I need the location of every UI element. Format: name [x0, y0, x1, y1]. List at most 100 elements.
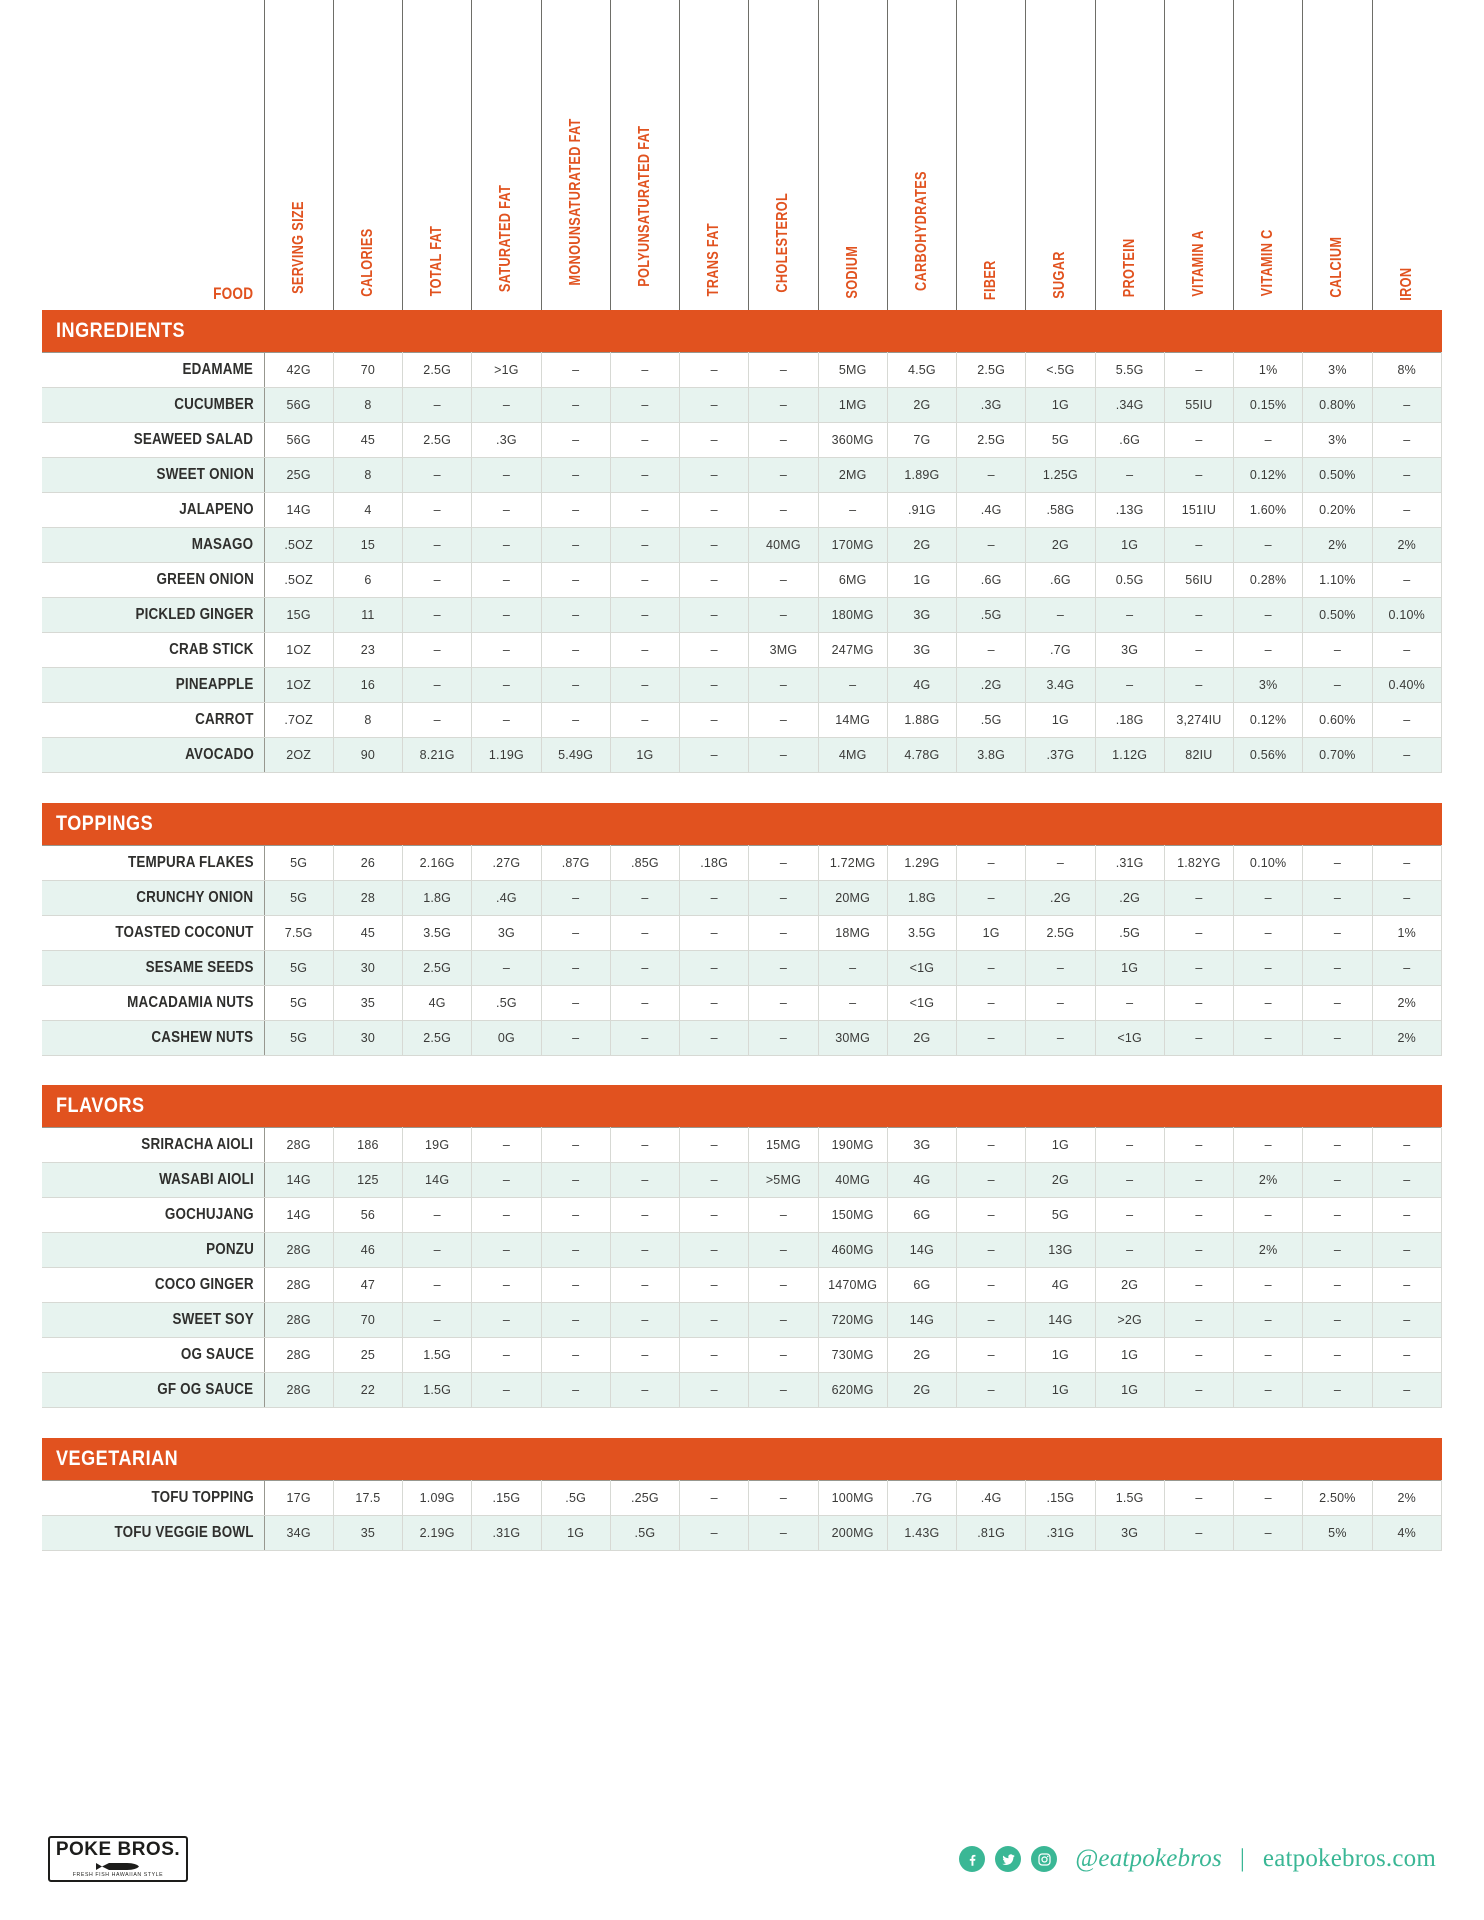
table-row: CASHEW NUTS 5G 30 2.5G 0G – – – –30MG 2G – – <1G – – –2…	[42, 1019, 1443, 1056]
nutrition-cell: –	[609, 1127, 681, 1163]
nutrition-cell: 0.80%	[1302, 387, 1373, 423]
nutrition-cell: 1G	[1025, 1127, 1096, 1163]
food-name-cell: SEAWEED SALAD	[42, 422, 265, 458]
nutrition-cell: 1OZ	[263, 667, 334, 703]
nutrition-cell: 0.20%	[1302, 492, 1373, 528]
food-name-label: JALAPENO	[178, 501, 254, 518]
nutrition-cell: .5G	[1094, 914, 1165, 951]
twitter-icon[interactable]	[995, 1846, 1022, 1872]
food-name-cell: SRIRACHA AIOLI	[42, 1127, 265, 1163]
nutrition-cell: 5G	[1025, 1197, 1096, 1233]
nutrition-cell: 5%	[1302, 1514, 1373, 1551]
nutrition-cell: 17G	[263, 1479, 334, 1516]
nutrition-cell: –	[679, 1479, 750, 1516]
nutrition-cell: –	[1233, 949, 1304, 986]
nutrition-cell: 100MG	[817, 1479, 888, 1516]
nutrition-cell: 56IU	[1163, 562, 1235, 598]
nutrition-cell: 2.5G	[402, 949, 473, 986]
nutrition-cell: –	[1094, 1232, 1165, 1268]
nutrition-cell: –	[1233, 879, 1304, 916]
nutrition-cell: 2%	[1371, 1019, 1443, 1056]
table-row: COCO GINGER 28G 47– – – – – –1470MG 6G –4G 2G – – – –	[42, 1267, 1443, 1303]
nutrition-cell: –	[1233, 1337, 1304, 1373]
nutrition-cell: 28G	[263, 1372, 334, 1408]
nutrition-cell: –	[540, 352, 611, 388]
nutrition-cell: –	[402, 492, 473, 528]
nutrition-cell: 3.4G	[1025, 667, 1096, 703]
nutrition-cell: 3.5G	[886, 914, 958, 951]
nutrition-cell: –	[471, 1197, 542, 1233]
nutrition-cell: –	[1233, 1267, 1304, 1303]
nutrition-cell: –	[748, 1372, 819, 1408]
nutrition-cell: –	[679, 1162, 750, 1198]
nutrition-cell: –	[609, 457, 681, 493]
table-row: SWEET ONION 25G 8– – – – – –2MG 1.89G –1.25G – –0.1…	[42, 457, 1443, 493]
nutrition-cell: –	[679, 702, 750, 738]
nutrition-cell: 1.5G	[1094, 1479, 1165, 1516]
nutrition-cell: 1G	[1025, 387, 1096, 423]
nutrition-cell: –	[748, 492, 819, 528]
nutrition-cell: 1.5G	[402, 1337, 473, 1373]
instagram-icon[interactable]	[1031, 1846, 1058, 1872]
nutrition-cell: 30	[332, 1019, 404, 1056]
nutrition-cell: 0.70%	[1302, 737, 1373, 773]
nutrition-cell: –	[1094, 597, 1165, 633]
nutrition-cell: 28G	[263, 1337, 334, 1373]
nutrition-cell: –	[540, 1127, 611, 1163]
facebook-icon[interactable]	[959, 1846, 986, 1872]
nutrition-cell: <1G	[1094, 1019, 1165, 1056]
nutrition-cell: –	[1163, 1514, 1235, 1551]
table-row: GOCHUJANG 14G 56– – – – – –150MG 6G –5G – – – – –	[42, 1197, 1443, 1233]
food-name-label: CRAB STICK	[168, 641, 254, 658]
nutrition-cell: –	[609, 1162, 681, 1198]
nutrition-cell: 3%	[1233, 667, 1304, 703]
nutrition-cell: –	[1233, 632, 1304, 668]
social-handle[interactable]: @eatpokebros	[1075, 1845, 1222, 1872]
food-name-label: SWEET SOY	[172, 1311, 254, 1328]
nutrition-cell: .7G	[1025, 632, 1096, 668]
nutrition-cell: .2G	[1025, 879, 1096, 916]
food-name-cell: TOASTED COCONUT	[42, 914, 265, 951]
nutrition-cell: 6MG	[817, 562, 888, 598]
nutrition-cell: .58G	[1025, 492, 1096, 528]
nutrition-cell: 20MG	[817, 879, 888, 916]
nutrition-cell: 730MG	[817, 1337, 888, 1373]
nutrition-cell: –	[402, 1197, 473, 1233]
website-url[interactable]: eatpokebros.com	[1262, 1845, 1436, 1872]
nutrition-cell: 35	[332, 984, 404, 1021]
column-header-protein: PROTEIN	[1094, 0, 1165, 310]
nutrition-cell: –	[1163, 457, 1235, 493]
nutrition-cell: –	[1371, 1267, 1443, 1303]
nutrition-cell: –	[540, 562, 611, 598]
nutrition-cell: –	[1163, 1479, 1235, 1516]
nutrition-cell: –	[609, 387, 681, 423]
nutrition-cell: .15G	[1025, 1479, 1096, 1516]
nutrition-cell: –	[1302, 844, 1373, 881]
nutrition-cell: 2G	[1025, 1162, 1096, 1198]
nutrition-cell: –	[402, 1302, 473, 1338]
nutrition-cell: –	[540, 914, 611, 951]
nutrition-cell: 1.8G	[886, 879, 958, 916]
nutrition-cell: –	[1163, 1267, 1235, 1303]
nutrition-cell: 0.50%	[1302, 457, 1373, 493]
section-spacer-cell	[42, 1407, 1442, 1438]
nutrition-cell: 2%	[1302, 527, 1373, 563]
nutrition-cell: –	[1302, 1162, 1373, 1198]
nutrition-cell: 34G	[263, 1514, 334, 1551]
nutrition-cell: 46	[332, 1232, 404, 1268]
nutrition-cell: 5G	[1025, 422, 1096, 458]
nutrition-cell: 1G	[609, 737, 681, 773]
nutrition-cell: 22	[332, 1372, 404, 1408]
nutrition-cell: 0.60%	[1302, 702, 1373, 738]
nutrition-cell: –	[540, 984, 611, 1021]
food-name-cell: MACADAMIA NUTS	[42, 984, 265, 1021]
nutrition-cell: –	[1371, 457, 1443, 493]
nutrition-cell: 7G	[886, 422, 958, 458]
nutrition-cell: –	[1371, 1232, 1443, 1268]
nutrition-cell: –	[609, 949, 681, 986]
nutrition-cell: 2G	[886, 387, 958, 423]
column-header-calcium: CALCIUM	[1302, 0, 1373, 310]
nutrition-cell: .81G	[956, 1514, 1027, 1551]
nutrition-cell: .18G	[679, 844, 750, 881]
nutrition-cell: 56G	[263, 422, 334, 458]
